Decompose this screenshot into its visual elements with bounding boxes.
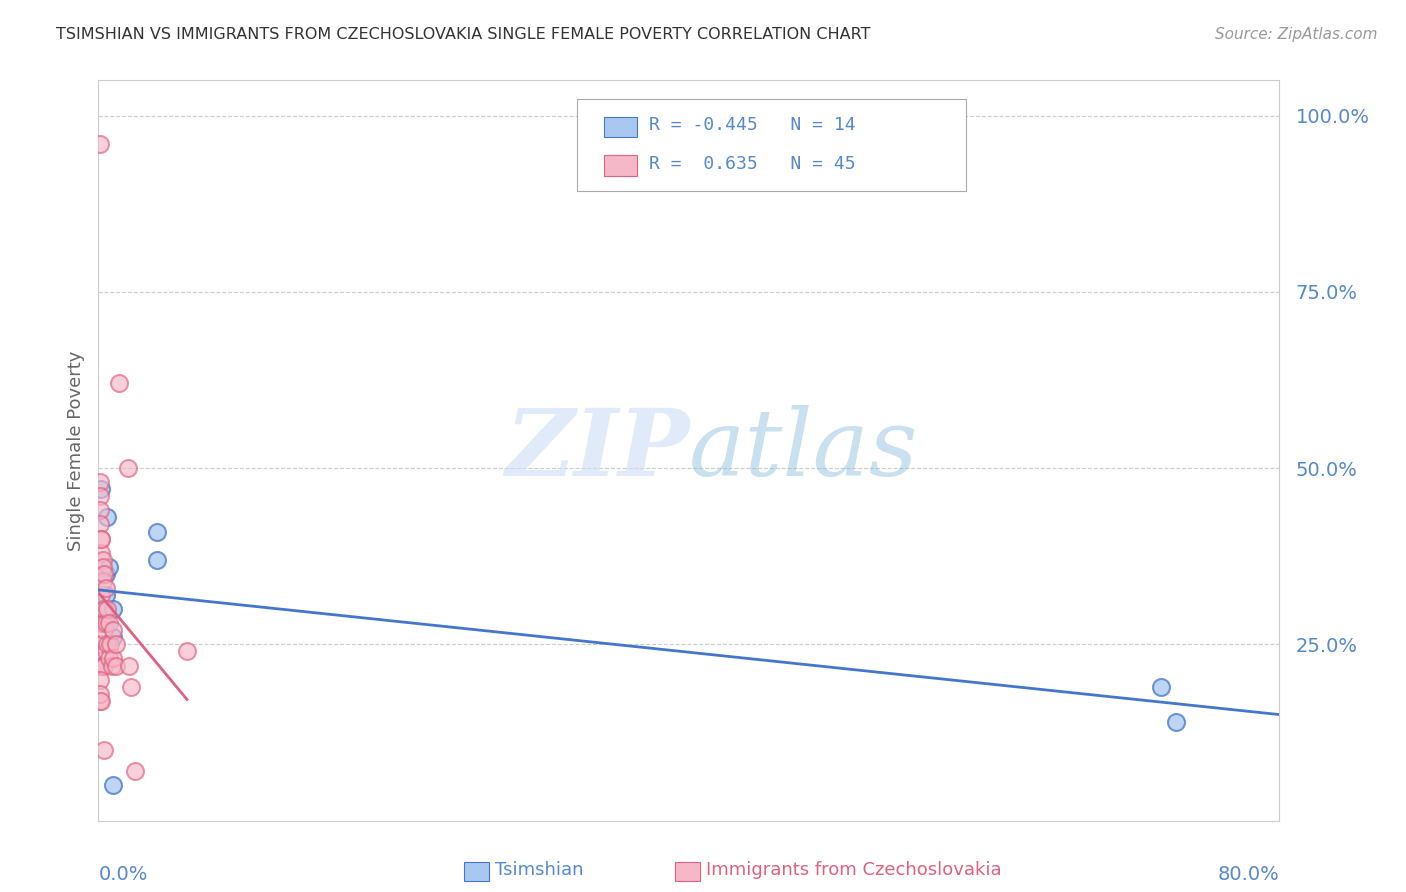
FancyBboxPatch shape bbox=[605, 117, 637, 137]
Point bbox=[90, 532, 112, 546]
Point bbox=[90, 694, 112, 708]
Point bbox=[94, 588, 117, 602]
Point bbox=[97, 616, 120, 631]
Point bbox=[96, 510, 118, 524]
Text: Immigrants from Czechoslovakia: Immigrants from Czechoslovakia bbox=[706, 861, 1001, 879]
Point bbox=[91, 602, 114, 616]
Point bbox=[97, 651, 120, 665]
Point bbox=[117, 461, 139, 475]
Text: R = -0.445   N = 14: R = -0.445 N = 14 bbox=[648, 117, 855, 135]
Point bbox=[146, 553, 169, 567]
Point bbox=[103, 651, 125, 665]
Point bbox=[97, 559, 120, 574]
Point bbox=[105, 658, 128, 673]
Point bbox=[89, 687, 111, 701]
Point bbox=[124, 764, 146, 779]
Point bbox=[96, 637, 118, 651]
Point bbox=[93, 658, 115, 673]
FancyBboxPatch shape bbox=[576, 99, 966, 191]
Point bbox=[89, 673, 111, 687]
Point bbox=[91, 658, 114, 673]
Point bbox=[103, 602, 125, 616]
Point bbox=[118, 658, 141, 673]
Point bbox=[89, 694, 111, 708]
Point bbox=[93, 602, 115, 616]
Text: R =  0.635   N = 45: R = 0.635 N = 45 bbox=[648, 155, 855, 173]
Point bbox=[89, 136, 111, 151]
Point bbox=[94, 581, 117, 595]
Point bbox=[89, 475, 111, 490]
Point bbox=[89, 503, 111, 517]
Point bbox=[93, 566, 115, 581]
Point bbox=[90, 588, 112, 602]
Text: ZIP: ZIP bbox=[505, 406, 689, 495]
Point bbox=[98, 637, 121, 651]
Point bbox=[96, 602, 118, 616]
Point bbox=[105, 637, 128, 651]
Point bbox=[91, 559, 114, 574]
Point bbox=[89, 517, 111, 532]
Point bbox=[91, 553, 114, 567]
Point bbox=[90, 546, 112, 560]
Point bbox=[89, 637, 111, 651]
Point bbox=[176, 644, 198, 658]
Point bbox=[1150, 680, 1173, 694]
Point bbox=[103, 778, 125, 792]
FancyBboxPatch shape bbox=[605, 155, 637, 176]
Point bbox=[90, 482, 112, 496]
Point bbox=[90, 532, 112, 546]
Point bbox=[94, 566, 117, 581]
Point bbox=[100, 658, 122, 673]
Point bbox=[103, 630, 125, 644]
Point bbox=[94, 616, 117, 631]
Point bbox=[89, 489, 111, 503]
Point bbox=[103, 624, 125, 638]
Point bbox=[1166, 714, 1188, 729]
Point bbox=[91, 616, 114, 631]
Text: atlas: atlas bbox=[689, 406, 918, 495]
Point bbox=[94, 644, 117, 658]
Text: Tsimshian: Tsimshian bbox=[495, 861, 583, 879]
Text: 0.0%: 0.0% bbox=[98, 865, 148, 884]
Point bbox=[90, 616, 112, 631]
Point bbox=[93, 743, 115, 757]
Point bbox=[93, 624, 115, 638]
Point bbox=[108, 376, 131, 391]
Text: TSIMSHIAN VS IMMIGRANTS FROM CZECHOSLOVAKIA SINGLE FEMALE POVERTY CORRELATION CH: TSIMSHIAN VS IMMIGRANTS FROM CZECHOSLOVA… bbox=[56, 27, 870, 42]
Text: Source: ZipAtlas.com: Source: ZipAtlas.com bbox=[1215, 27, 1378, 42]
Point bbox=[90, 658, 112, 673]
Point bbox=[146, 524, 169, 539]
Text: 80.0%: 80.0% bbox=[1218, 865, 1279, 884]
Point bbox=[91, 574, 114, 588]
Point bbox=[120, 680, 142, 694]
Point bbox=[91, 616, 114, 631]
Y-axis label: Single Female Poverty: Single Female Poverty bbox=[66, 351, 84, 550]
